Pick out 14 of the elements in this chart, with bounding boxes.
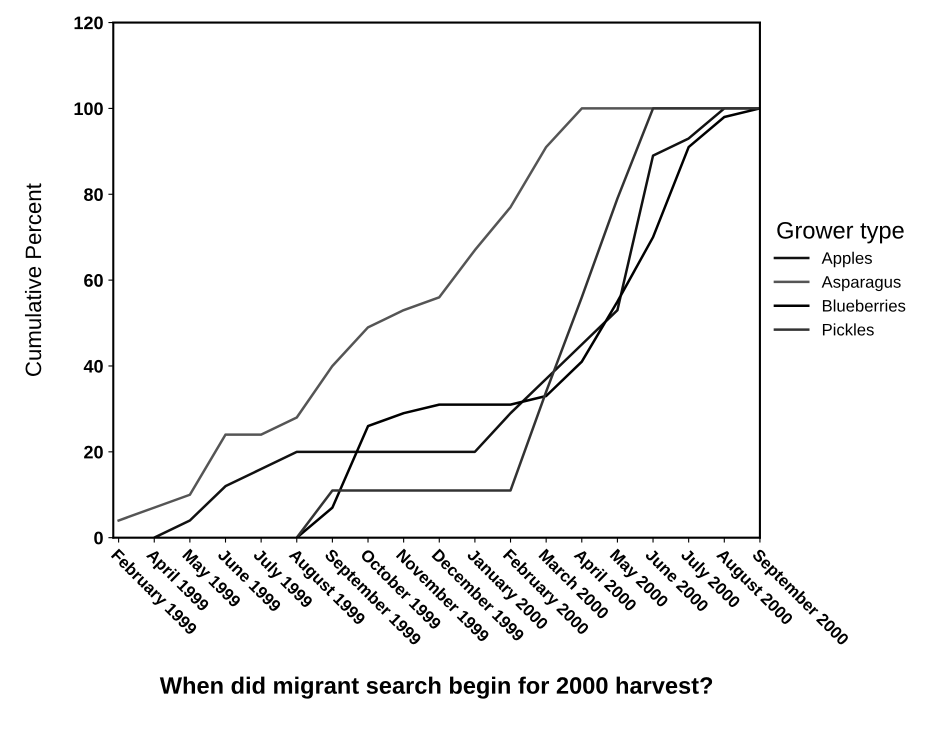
y-tick-label: 20 <box>84 446 103 459</box>
y-axis-title: Cumulative Percent <box>24 183 42 376</box>
legend-label: Apples <box>822 252 872 268</box>
legend-label: Asparagus <box>822 276 901 292</box>
x-axis-title: When did migrant search begin for 2000 harvest? <box>160 676 712 699</box>
legend-title: Grower type <box>777 222 904 244</box>
legend-label: Blueberries <box>822 299 906 312</box>
legend-label: Pickles <box>822 323 874 336</box>
y-tick-label: 100 <box>74 102 103 116</box>
y-tick-label: 120 <box>74 16 103 30</box>
y-tick-label: 60 <box>84 274 103 287</box>
y-tick-label: 80 <box>84 188 103 201</box>
y-tick-label: 40 <box>84 360 103 373</box>
y-tick-label: 0 <box>94 532 103 544</box>
